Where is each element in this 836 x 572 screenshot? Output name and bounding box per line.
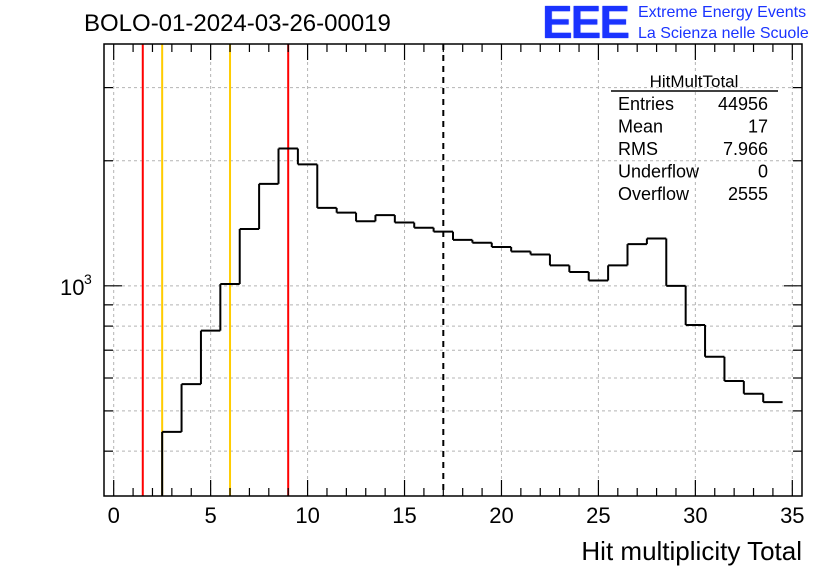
- axes-frame: [103, 43, 803, 497]
- stats-row-value: 44956: [718, 94, 768, 114]
- stats-row-value: 17: [748, 117, 768, 137]
- grid: [104, 44, 802, 496]
- x-tick-label: 5: [205, 503, 217, 528]
- stats-row-value: 7.966: [723, 139, 768, 159]
- marker-lines: [141, 44, 445, 496]
- x-axis-title: Hit multiplicity Total: [581, 536, 802, 566]
- stats-box-title: HitMultTotal: [650, 72, 739, 91]
- stats-row-value: 0: [758, 162, 768, 182]
- stats-row-value: 2555: [728, 184, 768, 204]
- stats-row-label: RMS: [618, 139, 658, 159]
- x-tick-label: 35: [780, 503, 804, 528]
- y-tick-label: 10: [60, 275, 84, 300]
- stats-row-label: Mean: [618, 117, 663, 137]
- stats-row-label: Entries: [618, 94, 674, 114]
- x-tick-label: 0: [108, 503, 120, 528]
- x-tick-label: 10: [295, 503, 319, 528]
- x-tick-label: 20: [489, 503, 513, 528]
- x-tick-label: 25: [586, 503, 610, 528]
- y-tick-label-exponent: 3: [84, 271, 92, 287]
- plot-frame: [103, 43, 803, 497]
- stats-box: HitMultTotal Entries 44956 Mean 17 RMS 7.966 U…: [611, 72, 778, 204]
- axis-ticks: [104, 44, 802, 496]
- logo-tagline-2: La Scienza nelle Scuole: [638, 25, 809, 42]
- logo-tagline-1: Extreme Energy Events: [638, 4, 807, 21]
- chart-title: BOLO-01-2024-03-26-00019: [84, 10, 391, 37]
- histogram-series: [161, 147, 783, 496]
- stats-row-label: Underflow: [618, 162, 700, 182]
- stats-box-rows: Entries 44956 Mean 17 RMS 7.966 Underflow 0 Over…: [618, 94, 768, 204]
- stats-row-label: Overflow: [618, 184, 690, 204]
- x-tick-label: 30: [683, 503, 707, 528]
- logo-mark: EEE: [542, 0, 630, 48]
- x-tick-label: 15: [392, 503, 416, 528]
